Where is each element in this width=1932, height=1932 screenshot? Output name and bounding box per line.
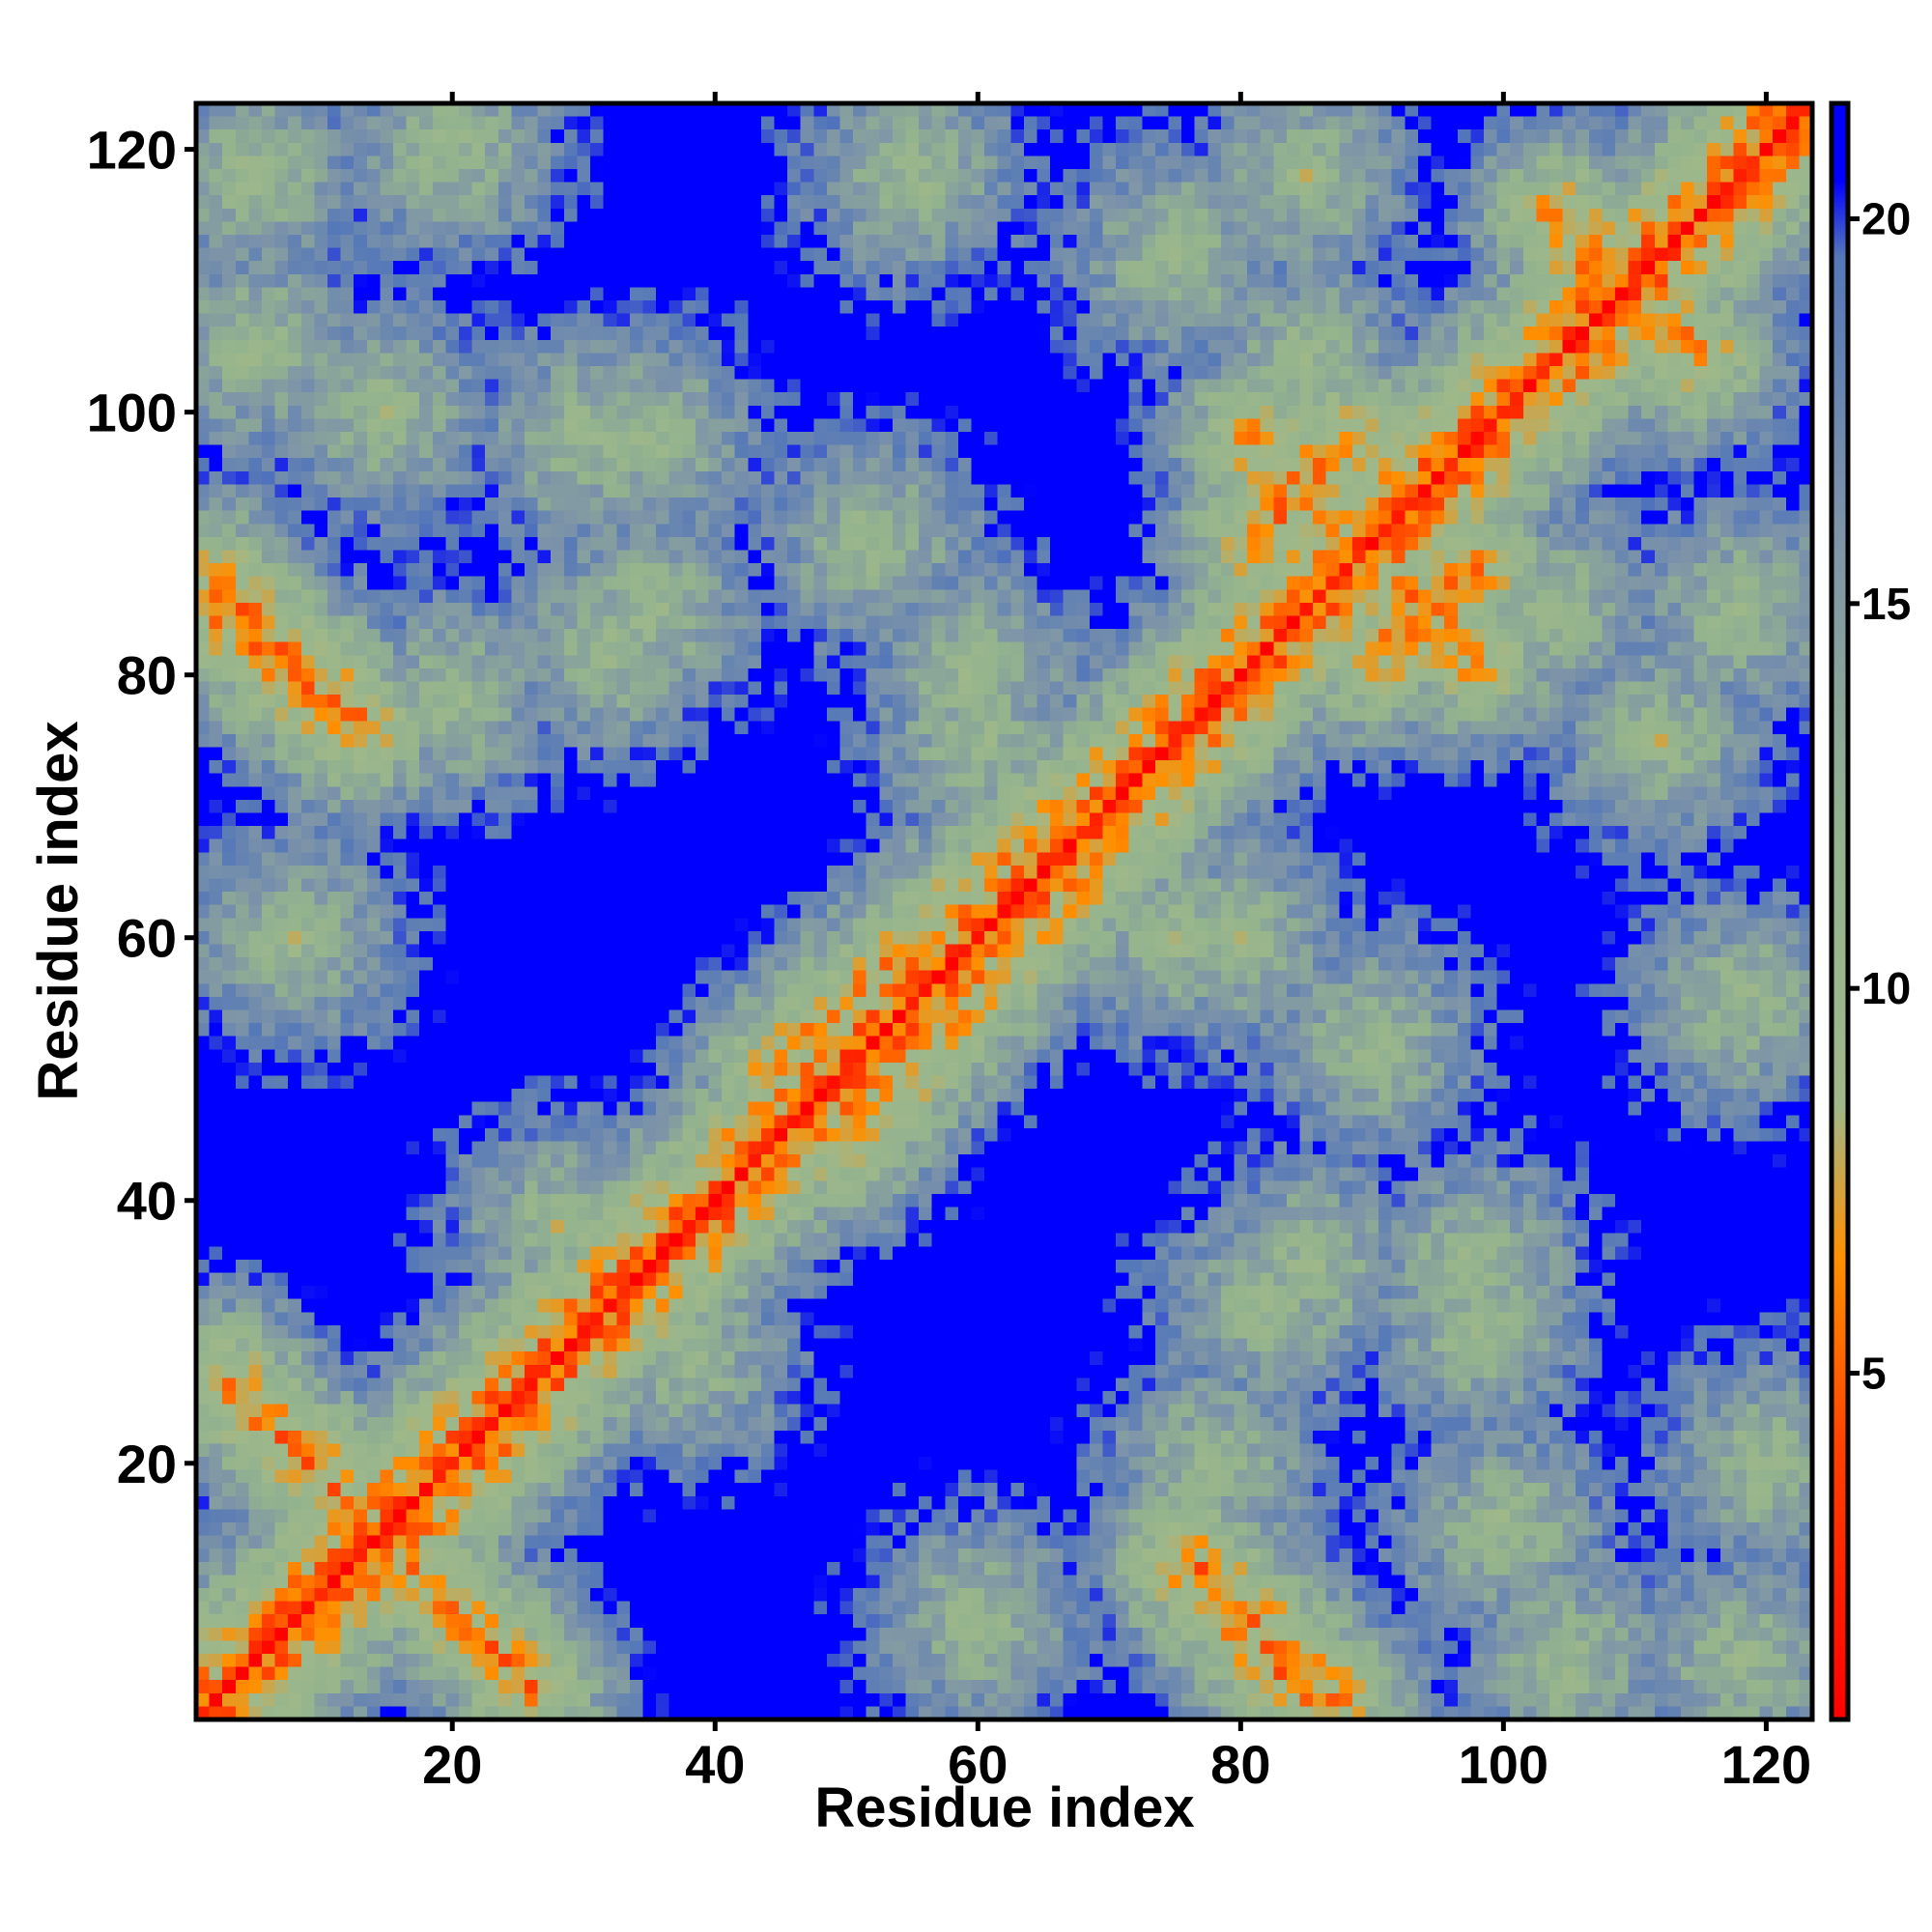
y-tick-label: 120 (87, 120, 177, 181)
x-tick-label: 80 (1210, 1734, 1270, 1795)
colorbar-tick-label: 15 (1861, 579, 1911, 629)
x-tick-label: 100 (1459, 1734, 1548, 1795)
heatmap-cells (196, 103, 1812, 1719)
y-tick-label: 20 (117, 1434, 177, 1494)
colorbar-gradient (1832, 103, 1848, 1719)
y-tick-label: 60 (117, 908, 177, 969)
y-tick-label: 80 (117, 645, 177, 706)
colorbar-tick-label: 20 (1861, 194, 1911, 244)
colorbar-ticks: 5 10 15 20 (1848, 194, 1911, 1399)
y-tick-label: 100 (87, 383, 177, 443)
x-axis-label: Residue index (814, 1776, 1194, 1839)
y-tick-label: 40 (117, 1171, 177, 1232)
x-tick-label: 60 (948, 1734, 1008, 1795)
plot-frame (193, 100, 1815, 1722)
colorbar: 5 10 15 20 (1829, 100, 1911, 1722)
y-axis: 20 40 60 80 100 120 (87, 120, 196, 1494)
x-tick-label: 20 (422, 1734, 482, 1795)
x-tick-label: 40 (685, 1734, 745, 1795)
colorbar-tick-label: 5 (1861, 1349, 1887, 1399)
colorbar-frame (1829, 100, 1851, 1722)
x-axis: 20 40 60 80 100 120 (422, 92, 1811, 1795)
y-axis-label: Residue index (27, 721, 90, 1100)
colorbar-tick-label: 10 (1861, 963, 1911, 1013)
x-tick-label: 120 (1721, 1734, 1811, 1795)
